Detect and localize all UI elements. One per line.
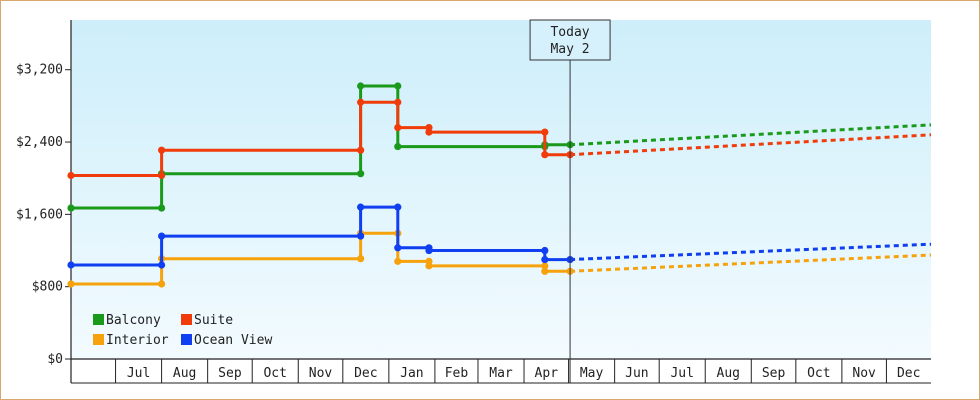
x-tick-label: Dec xyxy=(897,366,920,381)
x-tick-label: Feb xyxy=(445,366,469,381)
x-tick-label: Jan xyxy=(400,366,423,381)
ocean-view-point xyxy=(158,261,166,269)
suite-point xyxy=(158,171,166,180)
x-tick-label: May xyxy=(580,366,604,381)
balcony-forecast-line xyxy=(569,123,932,147)
suite-point xyxy=(357,146,365,154)
suite-point xyxy=(541,151,549,159)
x-tick-label: Nov xyxy=(852,366,876,381)
balcony-point xyxy=(158,204,166,212)
ocean-view-legend-swatch xyxy=(181,334,192,345)
y-tick-label: $1,600 xyxy=(16,207,63,222)
suite-point xyxy=(357,98,365,106)
suite-point xyxy=(394,98,402,106)
ocean-view-legend-label: Ocean View xyxy=(194,333,272,348)
axes: $0 $800 $1,600 $2,400 $3,200 Jul Aug Sep Oct Nov D… xyxy=(16,20,931,384)
x-tick-label: Jul xyxy=(670,366,693,381)
ocean-view-point xyxy=(394,244,402,252)
suite-forecast-line xyxy=(569,133,932,157)
ocean-view-point xyxy=(541,255,549,264)
plot-area xyxy=(71,20,931,359)
interior-point xyxy=(394,257,402,265)
interior-point xyxy=(158,280,166,288)
x-tick-label: Sep xyxy=(762,366,786,381)
today-label-line1: Today xyxy=(550,25,589,40)
suite-point xyxy=(67,171,75,180)
ocean-view-point xyxy=(357,232,365,240)
ocean-view-point xyxy=(425,246,433,255)
today-label-box xyxy=(529,19,611,61)
ocean-view-point xyxy=(357,203,365,211)
suite-history-line xyxy=(71,100,571,177)
interior-point xyxy=(425,262,433,270)
balcony-point xyxy=(394,142,402,151)
suite-point xyxy=(158,146,166,154)
x-tick-label: Dec xyxy=(354,366,377,381)
y-tick-label: $2,400 xyxy=(16,135,63,150)
balcony-legend-label: Balcony xyxy=(106,313,161,328)
today-label-line2: May 2 xyxy=(550,42,589,57)
ocean-view-point xyxy=(67,261,75,269)
today-marker: Today May 2 xyxy=(529,19,611,383)
interior-point xyxy=(357,255,365,263)
balcony-point xyxy=(357,82,365,90)
y-tick-label: $800 xyxy=(32,280,63,295)
suite-point xyxy=(425,128,433,136)
interior-legend-label: Interior xyxy=(106,333,169,348)
ocean-view-forecast-line xyxy=(570,242,932,262)
series-layer xyxy=(67,82,932,288)
x-tick-label: Mar xyxy=(489,366,513,381)
suite-legend-label: Suite xyxy=(194,313,233,328)
interior-point xyxy=(541,267,549,275)
interior-legend-swatch xyxy=(93,334,104,345)
suite-point xyxy=(394,123,402,132)
y-tick-label: $0 xyxy=(47,352,63,367)
x-tick-label: Jul xyxy=(127,366,150,381)
ocean-view-point xyxy=(158,232,166,240)
x-tick-label: Aug xyxy=(173,366,196,381)
x-tick-label: Oct xyxy=(263,366,286,381)
interior-point xyxy=(541,262,549,270)
y-tick-label: $3,200 xyxy=(16,63,63,78)
balcony-point xyxy=(67,204,75,212)
balcony-point xyxy=(357,170,365,178)
x-tick-label: Apr xyxy=(535,366,559,381)
interior-point xyxy=(67,280,75,288)
interior-forecast-line xyxy=(569,253,932,273)
x-tick-label: Aug xyxy=(717,366,740,381)
x-tick-label: Oct xyxy=(807,366,830,381)
ocean-view-point xyxy=(541,246,549,255)
suite-legend-swatch xyxy=(181,314,192,325)
balcony-point xyxy=(394,82,402,90)
balcony-legend-swatch xyxy=(93,314,104,325)
x-tick-label: Jun xyxy=(625,366,648,381)
suite-point xyxy=(541,128,549,136)
x-tick-label: Nov xyxy=(309,366,333,381)
x-tick-label: Sep xyxy=(218,366,242,381)
ocean-view-point xyxy=(394,203,402,211)
legend: Balcony Suite Interior Ocean View xyxy=(93,313,272,348)
